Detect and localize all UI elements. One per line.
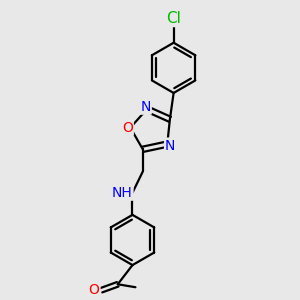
Text: O: O bbox=[122, 121, 133, 135]
Text: O: O bbox=[89, 283, 100, 297]
Text: N: N bbox=[140, 100, 151, 114]
Text: Cl: Cl bbox=[166, 11, 181, 26]
Text: NH: NH bbox=[112, 186, 133, 200]
Text: N: N bbox=[165, 139, 175, 153]
